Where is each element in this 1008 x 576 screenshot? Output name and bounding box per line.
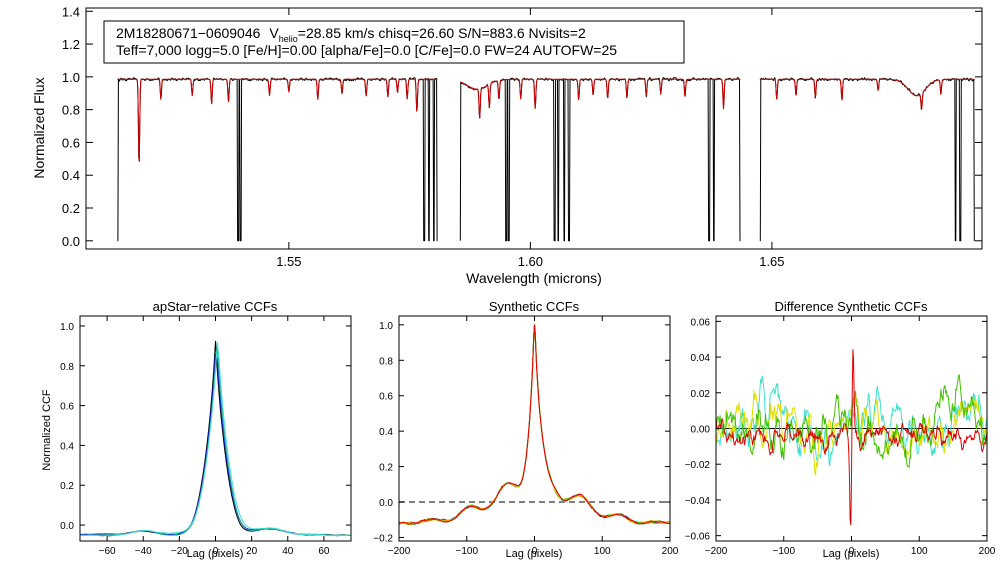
synthetic-ccf-ticks: −200 −100 0 100 200 −0.2 0.0 0.2 0.4 0.6 0.8 1.0 <box>373 316 679 557</box>
difference-ccf-x-label: Lag (pixels) <box>823 548 880 560</box>
y-tick-label: 0.4 <box>60 441 74 452</box>
spectrum-x-label: Wavelength (microns) <box>466 270 602 286</box>
y-tick-label: 0.8 <box>60 362 74 373</box>
apstar-ccf-line-visit-4 <box>80 341 352 537</box>
spectrum-panel: 1.55 1.60 1.65 0.0 0.2 0.4 0.6 0.8 1.0 1.2 1.4 Wav… <box>31 4 983 286</box>
model-spectrum-line <box>759 78 975 110</box>
y-tick-label: −0.2 <box>373 533 393 544</box>
synthetic-ccf-line-black <box>398 324 671 525</box>
y-tick-label: 0.2 <box>60 481 74 492</box>
y-tick-label: 0.6 <box>60 402 74 413</box>
apstar-ccf-frame <box>79 315 352 542</box>
observed-spectrum-line <box>117 77 438 242</box>
difference-ccf-line-yellow <box>715 389 988 476</box>
y-tick-label: 1.2 <box>62 37 80 52</box>
y-tick-label: 0.06 <box>691 317 711 328</box>
synthetic-ccf-traces <box>398 324 671 526</box>
y-tick-label: 0.6 <box>62 135 80 150</box>
x-tick-label: 1.65 <box>759 254 784 269</box>
apstar-ccf-panel: apStar−relative CCFs −60 −40 −20 0 20 40 60 0.0… <box>41 299 352 560</box>
y-tick-label: 1.0 <box>62 70 80 85</box>
y-tick-label: −0.04 <box>685 496 711 507</box>
y-tick-label: −0.02 <box>685 460 711 471</box>
x-tick-label: −40 <box>135 546 152 557</box>
y-tick-label: 1.0 <box>60 322 74 333</box>
observed-spectrum-line <box>459 77 741 242</box>
x-tick-label: 40 <box>282 546 294 557</box>
x-tick-label: 200 <box>979 546 996 557</box>
difference-ccf-line-red <box>715 349 988 526</box>
synthetic-ccf-line-yellow <box>398 324 671 525</box>
x-tick-label: −200 <box>388 546 411 557</box>
x-tick-label: 20 <box>246 546 258 557</box>
apstar-ccf-y-label: Normalized CCF <box>41 389 53 471</box>
info-line-2: Teff=7,000 logg=5.0 [Fe/H]=0.00 [alpha/F… <box>116 42 617 58</box>
model-spectrum-line <box>117 78 438 162</box>
y-tick-label: 0.0 <box>60 521 74 532</box>
spectrum-ticks: 1.55 1.60 1.65 0.0 0.2 0.4 0.6 0.8 1.0 1.2 1.4 <box>62 4 982 269</box>
x-tick-label: 1.60 <box>518 254 543 269</box>
y-tick-label: 0.0 <box>62 234 80 249</box>
y-tick-label: 0.8 <box>62 103 80 118</box>
y-tick-label: 0.00 <box>691 425 711 436</box>
apstar-ccf-line-visit-2 <box>79 353 352 537</box>
y-tick-label: 0.4 <box>379 427 393 438</box>
y-tick-label: 1.0 <box>379 321 393 332</box>
spectrum-y-label: Normalized Flux <box>31 77 47 178</box>
apstar-ccf-x-label: Lag (pixels) <box>187 548 244 560</box>
info-vhelio-symbol: V <box>269 25 279 41</box>
observed-spectrum-line <box>759 77 975 242</box>
apstar-ccf-title: apStar−relative CCFs <box>153 299 278 314</box>
synthetic-ccf-title: Synthetic CCFs <box>489 299 580 314</box>
synthetic-ccf-panel: Synthetic CCFs −200 −100 0 100 200 −0.2 0.0 0.2… <box>373 299 679 560</box>
info-box <box>103 20 685 64</box>
apstar-ccf-traces <box>79 340 352 537</box>
x-tick-label: 0 <box>213 546 219 557</box>
info-line-1: 2M18280671−0609046 Vhelio=28.85 km/s chis… <box>116 25 586 44</box>
y-tick-label: 0.04 <box>691 353 711 364</box>
spectrum-traces <box>117 77 975 242</box>
y-tick-label: 0.4 <box>62 168 80 183</box>
difference-ccf-traces <box>715 349 988 526</box>
difference-ccf-ticks: −200 −100 0 100 200 −0.06 −0.04 −0.02 0.00 0.02 0.… <box>685 316 996 557</box>
info-line-1-rest: =28.85 km/s chisq=26.60 S/N=883.6 Nvisit… <box>298 25 586 41</box>
difference-ccf-panel: Difference Synthetic CCFs −200 −100 0 100 20… <box>685 299 996 560</box>
info-vhelio-subscript: helio <box>279 34 298 44</box>
x-tick-label: 60 <box>318 546 330 557</box>
y-tick-label: 0.6 <box>379 392 393 403</box>
x-tick-label: −100 <box>455 546 478 557</box>
x-tick-label: −20 <box>171 546 188 557</box>
y-tick-label: 0.8 <box>379 356 393 367</box>
x-tick-label: 1.55 <box>276 254 301 269</box>
y-tick-label: −0.06 <box>685 532 711 543</box>
difference-ccf-title: Difference Synthetic CCFs <box>775 299 928 314</box>
info-star-id: 2M18280671−0609046 <box>116 25 261 41</box>
x-tick-label: 0 <box>532 546 538 557</box>
x-tick-label: −200 <box>705 546 728 557</box>
synthetic-ccf-frame <box>398 315 671 542</box>
synthetic-ccf-line-orange <box>399 324 671 525</box>
y-tick-label: 1.4 <box>62 4 80 19</box>
x-tick-label: 0 <box>849 546 855 557</box>
synthetic-ccf-line-green <box>398 324 671 526</box>
difference-ccf-line-green <box>715 374 988 468</box>
synthetic-ccf-line-blue <box>398 324 671 525</box>
y-tick-label: 0.02 <box>691 389 711 400</box>
x-tick-label: 200 <box>662 546 679 557</box>
y-tick-label: 0.2 <box>379 463 393 474</box>
synthetic-ccf-line-cyan <box>398 324 671 525</box>
x-tick-label: 100 <box>911 546 928 557</box>
model-spectrum-line <box>460 78 741 119</box>
synthetic-ccf-line-red <box>398 324 671 525</box>
apstar-ccf-ticks: −60 −40 −20 0 20 40 60 0.0 0.2 0.4 0.6 0.8 1.0 <box>60 316 351 557</box>
x-tick-label: 100 <box>594 546 611 557</box>
spectrum-frame <box>85 7 983 250</box>
synthetic-ccf-x-label: Lag (pixels) <box>506 548 563 560</box>
y-tick-label: 0.0 <box>379 498 393 509</box>
x-tick-label: −100 <box>772 546 795 557</box>
y-tick-label: 0.2 <box>62 201 80 216</box>
x-tick-label: −60 <box>99 546 116 557</box>
